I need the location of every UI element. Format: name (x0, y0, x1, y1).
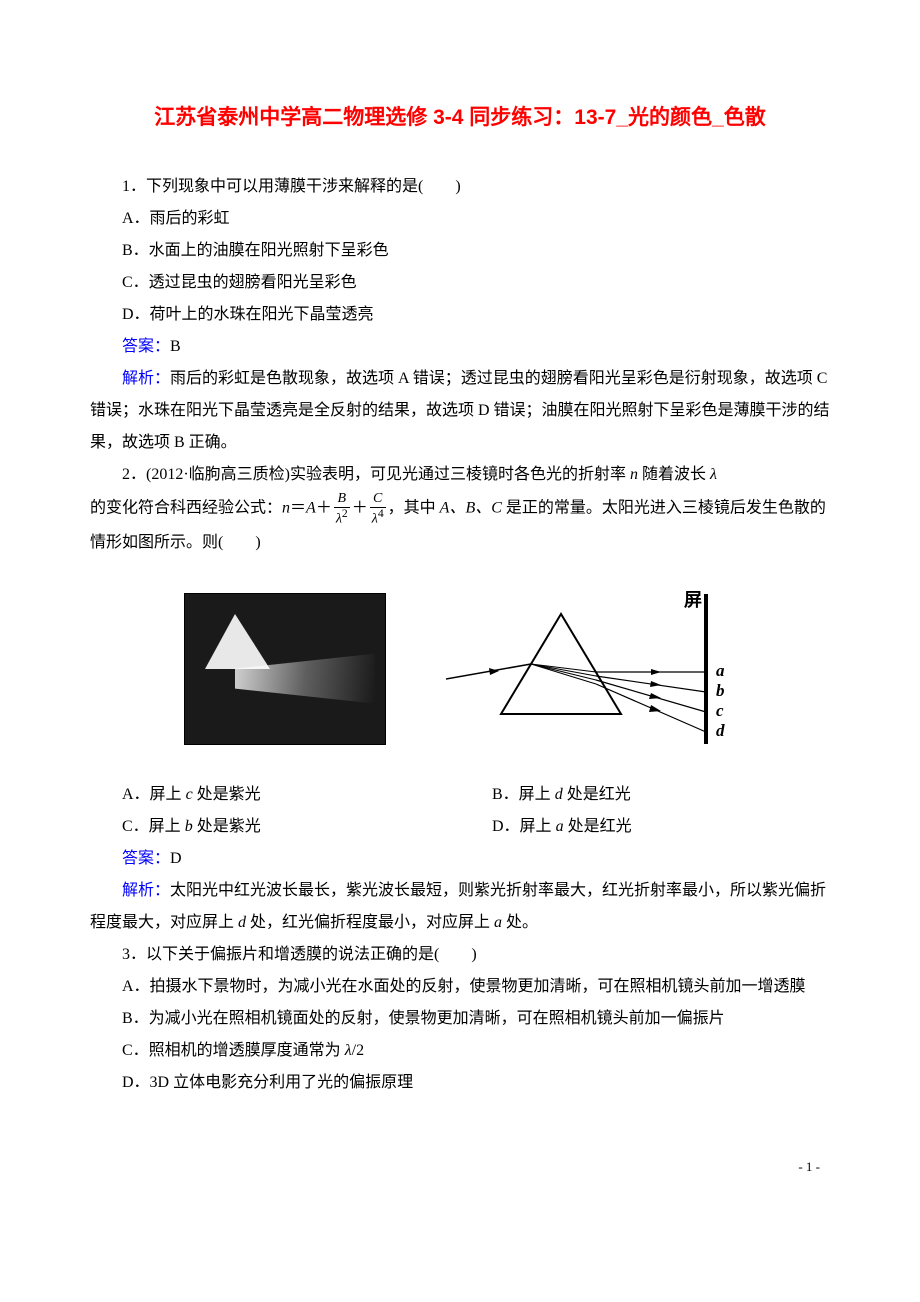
label-a: a (716, 661, 725, 680)
q2-frac1-den: λ2 (334, 508, 350, 527)
prism-triangle (501, 614, 621, 714)
arrow-b (650, 681, 661, 687)
q2-figures: 屏 a b c d (90, 584, 830, 754)
q3-option-a: A．拍摄水下景物时，为减小光在水面处的反射，使景物更加清晰，可在照相机镜头前加一… (90, 971, 830, 1003)
q1-option-d: D．荷叶上的水珠在阳光下晶莹透亮 (90, 299, 830, 331)
q1-answer-label: 答案： (122, 338, 170, 355)
prism-photo (184, 593, 386, 745)
q2-option-b: B．屏上 d 处是红光 (460, 779, 830, 811)
q2-option-c: C．屏上 b 处是紫光 (90, 811, 460, 843)
q2-eq-plus2: ＋ (352, 500, 368, 517)
q2-stem2b: ，其中 (388, 500, 440, 517)
q2-frac2-num: C (370, 491, 386, 507)
q2-option-d: D．屏上 a 处是红光 (460, 811, 830, 843)
page-number: - 1 - (90, 1159, 830, 1175)
q2-answer-value: D (170, 850, 182, 867)
q2-option-a: A．屏上 c 处是紫光 (90, 779, 460, 811)
q2-answer: 答案：D (90, 843, 830, 875)
q2-eq-n: n (282, 500, 290, 517)
q3-option-d: D．3D 立体电影充分利用了光的偏振原理 (90, 1067, 830, 1099)
q3-option-c: C．照相机的增透膜厚度通常为 λ/2 (90, 1035, 830, 1067)
q2-eq-plus1: ＋ (316, 500, 332, 517)
q1-analysis: 解析：雨后的彩虹是色散现象，故选项 A 错误；透过昆虫的翅膀看阳光呈彩色是衍射现… (90, 363, 830, 459)
q1-analysis-label: 解析： (122, 370, 170, 387)
document-title: 江苏省泰州中学高二物理选修 3-4 同步练习：13-7_光的颜色_色散 (90, 95, 830, 141)
q2-eq-A: A (306, 500, 316, 517)
q2-answer-label: 答案： (122, 850, 170, 867)
q2-stem-line1: 2．(2012·临朐高三质检)实验表明，可见光通过三棱镜时各色光的折射率 n 随… (90, 459, 830, 491)
q2-frac2-den: λ4 (370, 508, 386, 527)
incoming-arrow (489, 668, 499, 675)
prism-diagram: 屏 a b c d (446, 584, 736, 754)
q1-stem: 1．下列现象中可以用薄膜干涉来解释的是( ) (90, 171, 830, 203)
q2-frac2: Cλ4 (370, 491, 386, 526)
q2-stem2a: 的变化符合科西经验公式： (90, 500, 282, 517)
arrow-d (649, 705, 661, 712)
inside-ray-3 (531, 664, 596, 680)
q2-n-var: n (630, 466, 638, 483)
q3-option-b: B．为减小光在照相机镜面处的反射，使景物更加清晰，可在照相机镜头前加一偏振片 (90, 1003, 830, 1035)
q1-option-a: A．雨后的彩虹 (90, 203, 830, 235)
q2-options-row2: C．屏上 b 处是紫光 D．屏上 a 处是红光 (90, 811, 830, 843)
inside-ray-1 (531, 664, 596, 672)
q2-frac1-num: B (334, 491, 350, 507)
label-b: b (716, 681, 725, 700)
q2-stem1: 2．(2012·临朐高三质检)实验表明，可见光通过三棱镜时各色光的折射率 (122, 466, 630, 483)
q3-stem: 3．以下关于偏振片和增透膜的说法正确的是( ) (90, 939, 830, 971)
q1-analysis-text: 雨后的彩虹是色散现象，故选项 A 错误；透过昆虫的翅膀看阳光呈彩色是衍射现象，故… (90, 370, 830, 451)
q1-answer: 答案：B (90, 331, 830, 363)
q2-analysis-text: 太阳光中红光波长最长，紫光波长最短，则紫光折射率最大，红光折射率最小，所以紫光偏… (90, 882, 826, 931)
q1-answer-value: B (170, 338, 181, 355)
arrow-c (649, 693, 661, 699)
q2-eq-equals: ＝ (290, 500, 306, 517)
q2-analysis-label: 解析： (122, 882, 170, 899)
q2-frac1: Bλ2 (334, 491, 350, 526)
q1-option-c: C．透过昆虫的翅膀看阳光呈彩色 (90, 267, 830, 299)
screen-label: 屏 (684, 590, 702, 610)
q2-lambda-var: λ (710, 466, 717, 483)
page-container: 江苏省泰州中学高二物理选修 3-4 同步练习：13-7_光的颜色_色散 1．下列… (0, 0, 920, 1215)
label-c: c (716, 701, 724, 720)
q2-ABC: A、B、C (440, 500, 502, 517)
q2-stem1b: 随着波长 (638, 466, 710, 483)
incoming-ray (446, 664, 531, 679)
q2-options-row1: A．屏上 c 处是紫光 B．屏上 d 处是红光 (90, 779, 830, 811)
q1-option-b: B．水面上的油膜在阳光照射下呈彩色 (90, 235, 830, 267)
q2-analysis: 解析：太阳光中红光波长最长，紫光波长最短，则紫光折射率最大，红光折射率最小，所以… (90, 875, 830, 939)
label-d: d (716, 721, 725, 740)
arrow-a (651, 669, 661, 675)
q2-stem-line2: 的变化符合科西经验公式：n＝A＋Bλ2＋Cλ4，其中 A、B、C 是正的常量。太… (90, 491, 830, 558)
